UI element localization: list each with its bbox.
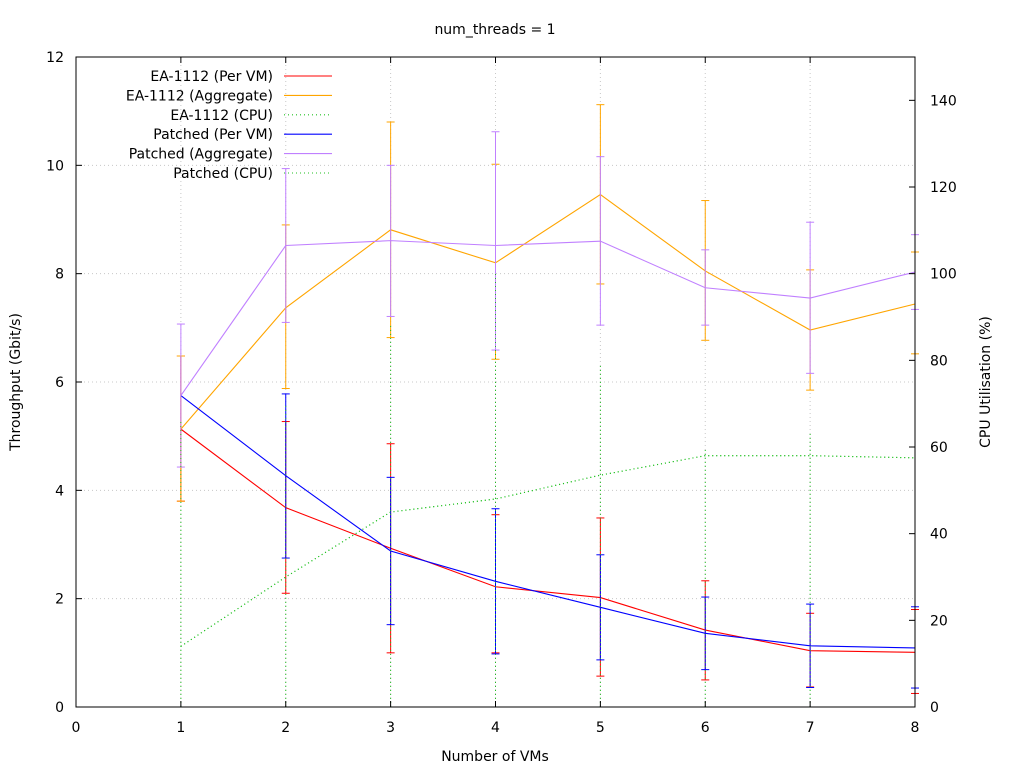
series-line	[180, 455, 916, 647]
y-tick-label: 12	[46, 50, 64, 66]
series-line	[180, 240, 916, 396]
x-axis-label: Number of VMs	[441, 749, 549, 765]
y2-tick-label: 100	[930, 267, 957, 283]
y2-tick-label: 120	[930, 180, 957, 196]
y2-tick-label: 140	[930, 93, 957, 109]
x-tick-label: 6	[701, 720, 710, 736]
y-axis-label: Throughput (Gbit/s)	[8, 313, 24, 452]
x-tick-label: 3	[386, 720, 395, 736]
y2-tick-label: 60	[930, 440, 948, 456]
x-tick-label: 7	[806, 720, 815, 736]
legend-label: EA-1112 (Per VM)	[150, 69, 273, 85]
legend-label: Patched (Aggregate)	[129, 147, 273, 163]
legend-label: EA-1112 (CPU)	[170, 108, 273, 124]
legend-label: EA-1112 (Aggregate)	[126, 88, 273, 104]
y-tick-label: 4	[55, 483, 64, 499]
series-line	[180, 428, 916, 653]
y-tick-label: 10	[46, 158, 64, 174]
series-5	[180, 273, 916, 707]
legend: EA-1112 (Per VM) EA-1112 (Aggregate) EA-11…	[126, 69, 332, 182]
y2-tick-label: 20	[930, 613, 948, 629]
y2-axis-label: CPU Utilisation (%)	[978, 316, 994, 448]
legend-label: Patched (CPU)	[173, 166, 273, 182]
y-tick-label: 0	[55, 700, 64, 716]
x-tick-label: 2	[281, 720, 290, 736]
series-4	[176, 131, 919, 468]
series-line	[180, 193, 916, 430]
x-tick-label: 4	[491, 720, 500, 736]
x-tick-label: 5	[596, 720, 605, 736]
legend-label: Patched (Per VM)	[153, 127, 273, 143]
x-tick-label: 8	[911, 720, 920, 736]
series-layer	[176, 104, 919, 707]
series-line	[180, 395, 916, 649]
y-tick-label: 8	[55, 267, 64, 283]
x-tick-label: 0	[72, 720, 81, 736]
y2-tick-label: 0	[930, 700, 939, 716]
y-tick-label: 6	[55, 375, 64, 391]
y-tick-label: 2	[55, 592, 64, 608]
y2-tick-label: 80	[930, 353, 948, 369]
x-tick-label: 1	[176, 720, 185, 736]
y2-tick-label: 40	[930, 527, 948, 543]
chart-title: num_threads = 1	[434, 22, 555, 38]
